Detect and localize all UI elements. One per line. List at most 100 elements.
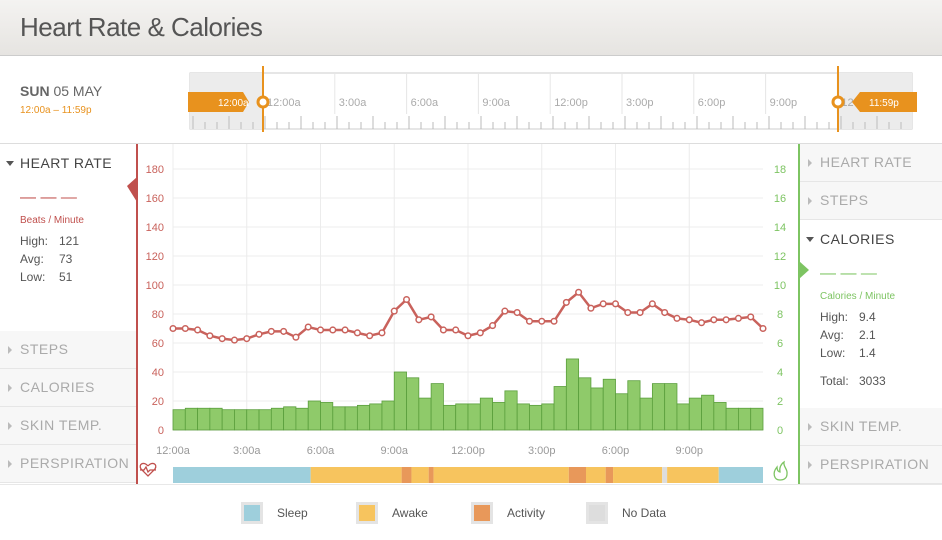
point xyxy=(280,327,288,335)
stat-row: High: 121 xyxy=(20,234,137,252)
stat-value: 9.4 xyxy=(859,310,876,324)
bar xyxy=(664,383,678,431)
x-tick-label: 6:00a xyxy=(307,445,335,457)
y-tick-label: 80 xyxy=(152,309,164,321)
legend-swatch xyxy=(586,502,608,524)
bar xyxy=(529,404,543,431)
x-tick-label: 9:00a xyxy=(380,445,408,457)
y-tick-label: 160 xyxy=(146,193,164,205)
point xyxy=(697,319,706,327)
handle-tag xyxy=(188,92,249,112)
point xyxy=(562,298,570,306)
stat-row: Avg: 73 xyxy=(20,252,137,270)
point xyxy=(267,327,275,335)
point xyxy=(243,335,251,343)
tab[interactable]: HEART RATE xyxy=(800,144,942,182)
point xyxy=(587,304,595,312)
y-tick-label: 180 xyxy=(146,164,164,176)
stat-value: 2.1 xyxy=(859,328,876,342)
bar xyxy=(492,402,506,431)
stat-value: 73 xyxy=(59,252,73,266)
legend-item: Awake xyxy=(356,502,471,524)
timeline-label: 3:00a xyxy=(339,97,367,109)
point xyxy=(661,309,669,317)
bar xyxy=(320,402,334,431)
unit: Calories / Minute xyxy=(820,291,896,302)
bar xyxy=(381,400,395,431)
stats: High: 9.4 Avg: 2.1 Low: 1.4 Total: 3033 xyxy=(820,310,942,392)
bar xyxy=(615,393,629,431)
legend-label: Activity xyxy=(507,506,546,520)
y-tick-label: 100 xyxy=(146,280,164,292)
handle[interactable] xyxy=(256,95,270,109)
bar xyxy=(578,377,592,431)
y2-tick-label: 18 xyxy=(774,164,786,176)
active-tab-title[interactable]: HEART RATE xyxy=(0,155,137,171)
timeline-label: 3:00p xyxy=(626,97,654,109)
handle[interactable] xyxy=(831,95,845,109)
stat-label: Avg: xyxy=(20,252,44,266)
current-value: — — — xyxy=(20,189,77,206)
active-tab-title[interactable]: CALORIES xyxy=(800,231,942,247)
point xyxy=(329,326,337,334)
bar xyxy=(738,407,752,431)
y2-tick-label: 6 xyxy=(777,338,783,350)
point xyxy=(194,326,202,334)
bar xyxy=(701,394,715,431)
tab[interactable]: STEPS xyxy=(800,182,942,220)
bar xyxy=(590,387,604,431)
tab[interactable]: CALORIES xyxy=(0,369,137,407)
tab[interactable]: PERSPIRATION xyxy=(800,446,942,484)
point xyxy=(611,300,620,308)
stat-value: 3033 xyxy=(859,374,886,388)
x-tick-label: 12:00p xyxy=(451,445,485,457)
bar xyxy=(627,380,641,431)
point xyxy=(513,309,521,317)
legend: Sleep Awake Activity No Data xyxy=(0,484,942,540)
bar xyxy=(295,407,309,431)
bar xyxy=(344,406,358,431)
point xyxy=(230,336,239,344)
point xyxy=(181,324,189,333)
bar xyxy=(602,378,616,431)
point xyxy=(550,317,558,325)
bar xyxy=(541,403,555,431)
flame-icon xyxy=(773,460,788,481)
tab[interactable]: SKIN TEMP. xyxy=(0,407,137,445)
timeline[interactable]: 12:00a 3:00a 6:00a 9:00a 12:00p 3:00p 6:00p 9:0… xyxy=(185,66,925,132)
bar xyxy=(418,397,432,431)
timeline-label: 12 xyxy=(841,97,853,109)
state-segment xyxy=(428,467,434,483)
timeline-label: 12:00a xyxy=(267,97,302,109)
stat-row: Low: 51 xyxy=(20,270,137,288)
header: Heart Rate & Calories xyxy=(0,0,942,56)
tab[interactable]: STEPS xyxy=(0,331,137,369)
bar xyxy=(430,383,444,431)
tab[interactable]: PERSPIRATION xyxy=(0,445,137,483)
point xyxy=(759,324,767,333)
point xyxy=(636,309,644,317)
point xyxy=(525,317,534,325)
tabs: HEART RATE STEPS xyxy=(800,144,942,220)
stat-value: 1.4 xyxy=(859,346,876,360)
legend-swatch xyxy=(356,502,378,524)
tab[interactable]: SKIN TEMP. xyxy=(800,408,942,446)
point xyxy=(402,295,411,304)
stat-value: 121 xyxy=(59,234,80,248)
bar xyxy=(406,377,420,431)
legend-label: No Data xyxy=(622,506,667,520)
bar xyxy=(246,409,260,431)
legend-label: Sleep xyxy=(277,506,308,520)
point xyxy=(624,309,632,317)
page-title: Heart Rate & Calories xyxy=(20,12,263,42)
date-text: 05 MAY xyxy=(53,83,103,99)
point xyxy=(673,314,681,322)
point xyxy=(747,313,755,321)
timeline-label: 6:00a xyxy=(411,97,439,109)
point xyxy=(353,329,361,337)
x-tick-label: 9:00p xyxy=(675,445,703,457)
point xyxy=(501,307,509,315)
bar xyxy=(307,400,321,431)
stat-label: Low: xyxy=(20,270,46,284)
y-tick-label: 40 xyxy=(152,367,164,379)
